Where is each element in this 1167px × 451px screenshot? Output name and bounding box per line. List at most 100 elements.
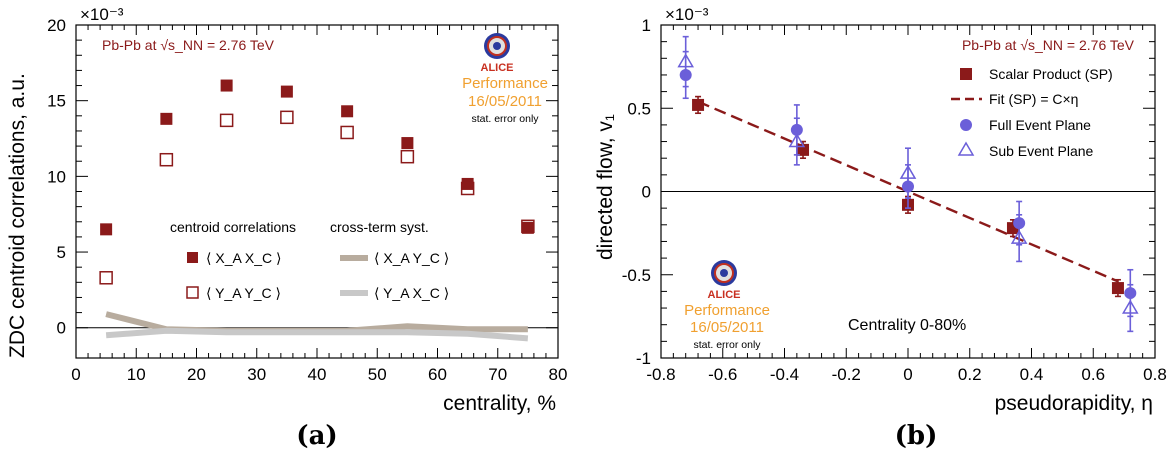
marks-a bbox=[99, 79, 535, 342]
performance-label-a: Performance bbox=[462, 75, 548, 92]
svg-text:ALICE: ALICE bbox=[481, 62, 514, 74]
svg-text:ALICE: ALICE bbox=[708, 289, 741, 301]
y-tick-label: 20 bbox=[47, 16, 66, 35]
x-tick-label: 0.2 bbox=[958, 365, 982, 384]
legend-entry-full-ep: Full Event Plane bbox=[960, 117, 1091, 133]
x-tick-label: -0.2 bbox=[832, 365, 861, 384]
data-point-triangle bbox=[677, 53, 695, 68]
alice-logo-icon: ALICE bbox=[481, 33, 514, 74]
legend-entry-yaxc: ⟨ Y_A X_C ⟩ bbox=[340, 285, 449, 301]
data-point-open-square bbox=[340, 125, 354, 140]
x-tick-label: 50 bbox=[368, 365, 387, 384]
panel-label-a: (a) bbox=[296, 421, 337, 451]
x-tick-label: 20 bbox=[187, 365, 206, 384]
x-tick-label: 0.8 bbox=[1143, 365, 1167, 384]
y-multiplier-a: ×10⁻³ bbox=[80, 5, 124, 24]
svg-text:Scalar Product (SP): Scalar Product (SP) bbox=[989, 66, 1113, 82]
y-tick-label: 5 bbox=[57, 243, 66, 262]
date-label-b: 16/05/2011 bbox=[690, 319, 764, 336]
x-tick-label: 40 bbox=[308, 365, 327, 384]
data-point-square bbox=[341, 105, 354, 118]
marks-b bbox=[677, 35, 1139, 333]
x-tick-label: 0.6 bbox=[1081, 365, 1105, 384]
stat-label-a: stat. error only bbox=[471, 113, 539, 125]
x-tick-label: 30 bbox=[247, 365, 266, 384]
y-tick-label: 10 bbox=[47, 167, 66, 186]
y-tick-label: 0 bbox=[642, 183, 651, 202]
data-point-open-square bbox=[159, 152, 174, 167]
data-point-open-square bbox=[219, 113, 234, 128]
syst-band-3 bbox=[105, 327, 529, 342]
data-point-square bbox=[401, 137, 414, 150]
legend-header-centroid: centroid correlations bbox=[170, 219, 296, 235]
data-point-triangle bbox=[1010, 229, 1028, 244]
legend-entry-sp: Scalar Product (SP) bbox=[960, 66, 1113, 82]
svg-text:⟨ Y_A Y_C ⟩: ⟨ Y_A Y_C ⟩ bbox=[206, 285, 281, 301]
ticks-a: 0 10 20 30 40 50 60 70 80 0 5 10 15 20 bbox=[47, 16, 567, 384]
legend-entry-xayc: ⟨ X_A Y_C ⟩ bbox=[340, 250, 449, 266]
legend-entry-sub-ep: Sub Event Plane bbox=[957, 141, 1094, 159]
data-point-square bbox=[1111, 282, 1124, 295]
legend-entry-yayc: ⟨ Y_A Y_C ⟩ bbox=[186, 285, 281, 301]
x-tick-label: -0.4 bbox=[770, 365, 799, 384]
y-tick-label: 0 bbox=[57, 319, 66, 338]
x-tick-label: -0.6 bbox=[708, 365, 737, 384]
x-axis-label-b: pseudorapidity, η bbox=[995, 392, 1153, 415]
system-label-a: Pb-Pb at √s_NN = 2.76 TeV bbox=[102, 37, 275, 53]
x-tick-label: 0 bbox=[903, 365, 912, 384]
data-point-square bbox=[220, 79, 233, 92]
x-axis-label-a: centrality, % bbox=[443, 392, 556, 415]
svg-text:⟨ X_A X_C ⟩: ⟨ X_A X_C ⟩ bbox=[206, 250, 282, 266]
centrality-label-b: Centrality 0-80% bbox=[848, 317, 966, 334]
x-tick-label: -0.8 bbox=[646, 365, 675, 384]
performance-label-b: Performance bbox=[684, 302, 770, 319]
y-tick-label: -1 bbox=[636, 349, 651, 368]
legend-b: Scalar Product (SP) Fit (SP) = C×η Full … bbox=[951, 66, 1113, 159]
y-multiplier-b: ×10⁻³ bbox=[665, 5, 709, 24]
data-point-square bbox=[461, 177, 474, 190]
y-tick-label: 0.5 bbox=[627, 99, 651, 118]
ticks-b: -0.8 -0.6 -0.4 -0.2 0 0.2 0.4 0.6 0.8 -1 -0.5 0 0.5 1 bbox=[622, 16, 1167, 384]
x-tick-label: 70 bbox=[488, 365, 507, 384]
data-point-triangle bbox=[899, 164, 917, 179]
system-label-b: Pb-Pb at √s_NN = 2.76 TeV bbox=[962, 37, 1135, 53]
chart-panel-a: 0 10 20 30 40 50 60 70 80 0 5 10 15 20 ×10⁻³ centrali… bbox=[6, 5, 567, 451]
fit-line bbox=[697, 100, 1119, 283]
date-label-a: 16/05/2011 bbox=[468, 93, 542, 110]
svg-text:Fit (SP) = C×η: Fit (SP) = C×η bbox=[989, 91, 1078, 107]
svg-text:Sub Event Plane: Sub Event Plane bbox=[989, 143, 1094, 159]
svg-text:⟨ X_A Y_C ⟩: ⟨ X_A Y_C ⟩ bbox=[374, 250, 449, 266]
svg-text:Full Event Plane: Full Event Plane bbox=[989, 117, 1091, 133]
x-tick-label: 0.4 bbox=[1020, 365, 1044, 384]
x-tick-label: 80 bbox=[549, 365, 568, 384]
y-tick-label: 15 bbox=[47, 92, 66, 111]
data-point-square bbox=[521, 221, 534, 234]
y-axis-label-a: ZDC centroid correlations, a.u. bbox=[6, 73, 29, 358]
svg-text:⟨ Y_A X_C ⟩: ⟨ Y_A X_C ⟩ bbox=[374, 285, 449, 301]
panel-label-b: (b) bbox=[895, 421, 938, 451]
data-point-open-square bbox=[460, 181, 475, 196]
x-tick-label: 0 bbox=[71, 365, 80, 384]
data-point-square bbox=[280, 85, 293, 98]
alice-logo-b-icon: ALICE bbox=[708, 260, 741, 301]
data-point-triangle bbox=[1121, 299, 1139, 314]
data-point-square bbox=[160, 112, 173, 125]
data-point-square bbox=[692, 98, 705, 111]
data-point-square bbox=[100, 223, 113, 236]
chart-panel-b: -0.8 -0.6 -0.4 -0.2 0 0.2 0.4 0.6 0.8 -1 -0.5 0 0.5 1… bbox=[594, 5, 1167, 451]
data-point-open-square bbox=[400, 149, 415, 164]
x-tick-label: 60 bbox=[428, 365, 447, 384]
y-tick-label: -0.5 bbox=[622, 266, 651, 285]
legend-header-syst: cross-term syst. bbox=[330, 219, 429, 235]
x-tick-label: 10 bbox=[127, 365, 146, 384]
y-axis-label-b: directed flow, v₁ bbox=[594, 114, 617, 260]
legend-entry-xaxc: ⟨ X_A X_C ⟩ bbox=[187, 250, 282, 266]
data-point-triangle bbox=[788, 133, 806, 148]
y-tick-label: 1 bbox=[642, 16, 651, 35]
legend-entry-fit: Fit (SP) = C×η bbox=[951, 91, 1078, 107]
stat-label-b: stat. error only bbox=[693, 339, 761, 351]
data-point-open-square bbox=[99, 271, 113, 285]
data-point-open-square bbox=[280, 110, 294, 125]
data-point-open-square bbox=[521, 219, 535, 234]
